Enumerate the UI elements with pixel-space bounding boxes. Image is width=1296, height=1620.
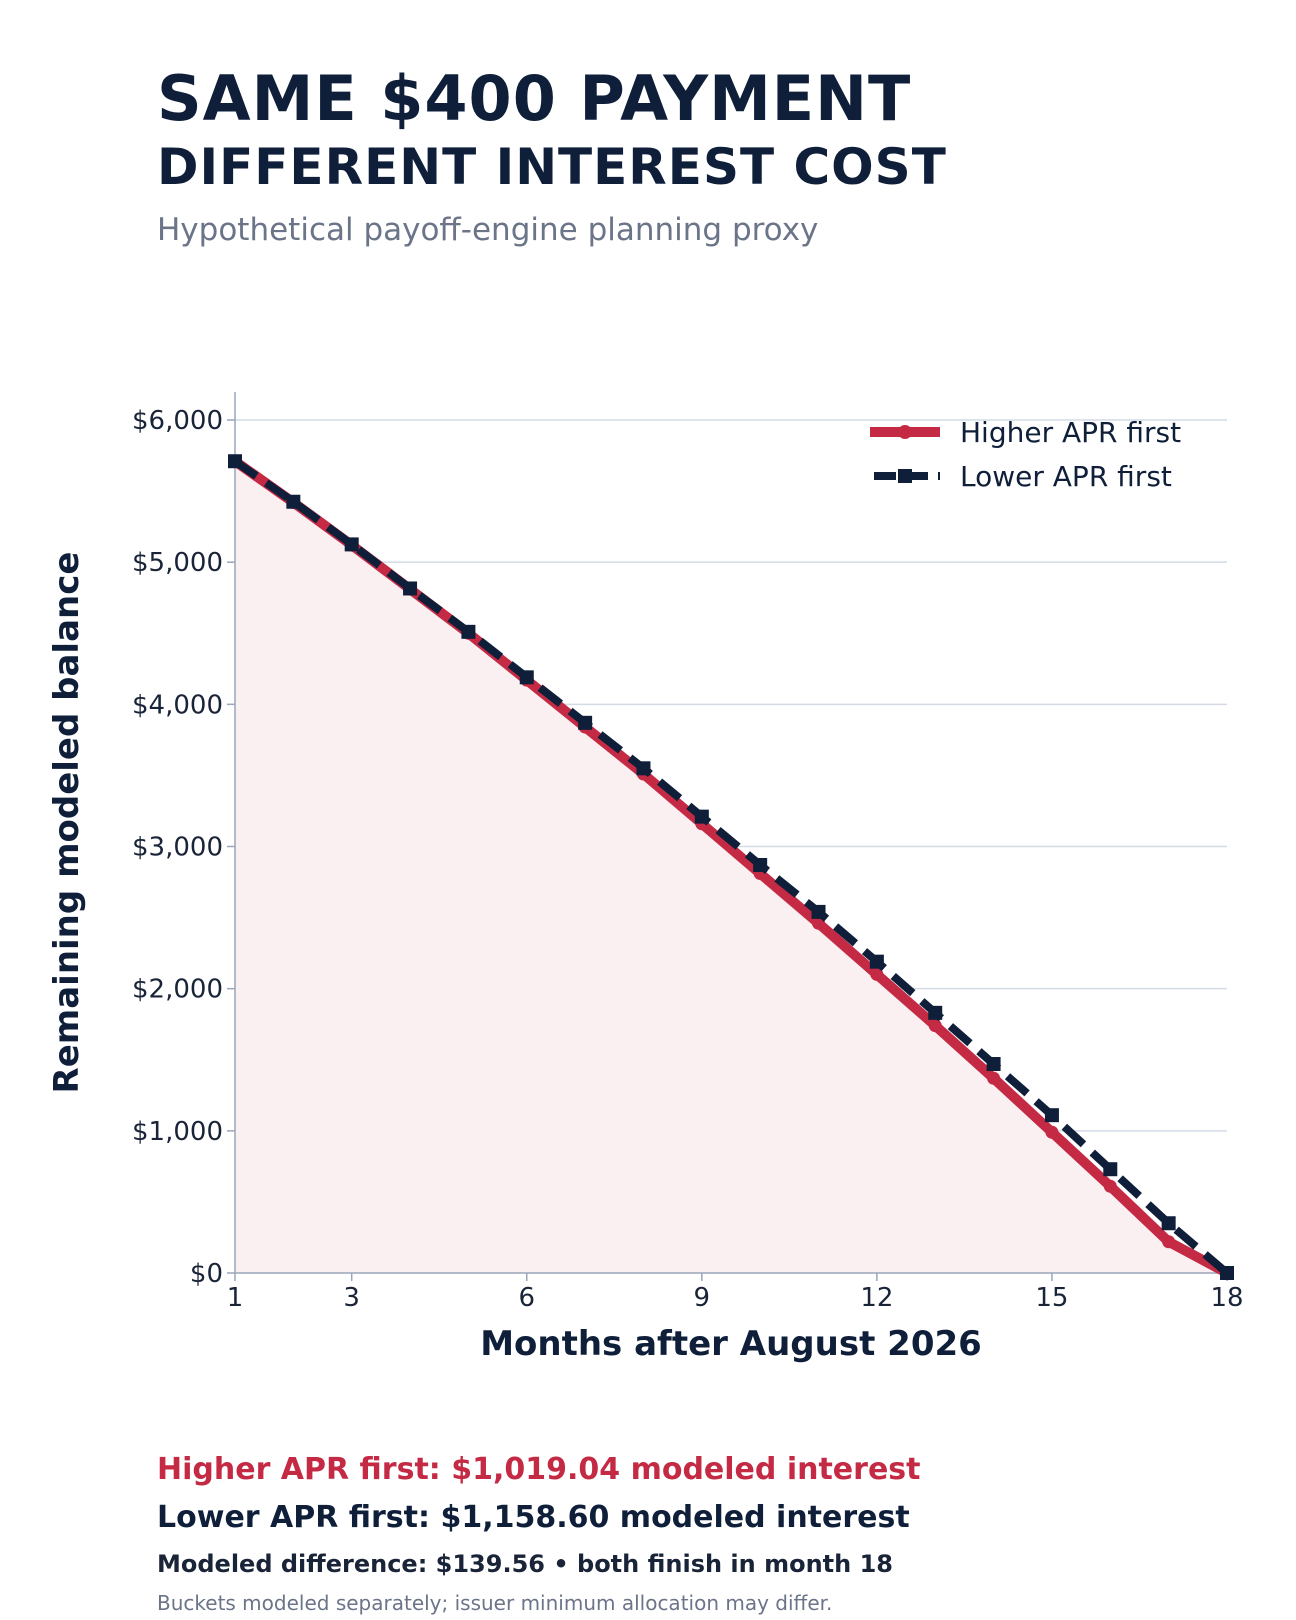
x-tick-label: 15 [1035, 1283, 1068, 1313]
y-tick-label: $1,000 [132, 1117, 223, 1147]
point-higher-apr-first [812, 916, 826, 930]
balance-line-chart: $0 $1,000 $2,000 $3,000 $4,000 $5,000 $6,000 1 3… [47, 392, 1244, 1364]
point-lower-apr-first [578, 715, 593, 730]
point-lower-apr-first [928, 1005, 943, 1020]
point-lower-apr-first [403, 581, 418, 596]
x-axis-label: Months after August 2026 [480, 1324, 982, 1364]
point-lower-apr-first [694, 809, 709, 824]
point-lower-apr-first [1220, 1266, 1234, 1280]
y-tick-label: $0 [190, 1259, 223, 1289]
point-lower-apr-first [344, 537, 359, 552]
chart-title-line2: DIFFERENT INTEREST COST [157, 138, 947, 196]
legend-marker-lower-apr-first [898, 469, 912, 483]
y-tick-label: $2,000 [132, 975, 223, 1005]
point-lower-apr-first [1103, 1162, 1118, 1177]
point-higher-apr-first [1045, 1125, 1059, 1139]
higher-apr-interest-summary: Higher APR first: $1,019.04 modeled inte… [157, 1452, 921, 1487]
x-tick-label: 3 [343, 1283, 360, 1313]
series-line-lower-apr-first [232, 457, 1230, 1277]
legend-label-lower-apr-first: Lower APR first [960, 460, 1172, 493]
point-lower-apr-first [636, 761, 651, 776]
point-lower-apr-first [986, 1057, 1001, 1072]
point-lower-apr-first [1161, 1216, 1176, 1231]
point-higher-apr-first [1103, 1179, 1117, 1193]
legend-marker-higher-apr-first [898, 425, 912, 439]
chart-subtitle: Hypothetical payoff-engine planning prox… [157, 212, 819, 248]
methodology-note: Buckets modeled separately; issuer minim… [157, 1591, 833, 1615]
chart-title-line1: SAME $400 PAYMENT [157, 62, 912, 135]
y-axis-label: Remaining modeled balance [47, 552, 87, 1094]
y-tick-label: $3,000 [132, 833, 223, 863]
point-lower-apr-first [286, 494, 301, 509]
lower-apr-interest-summary: Lower APR first: $1,158.60 modeled inter… [157, 1500, 910, 1535]
point-higher-apr-first [1162, 1235, 1176, 1249]
point-lower-apr-first [869, 954, 884, 969]
y-tick-label: $4,000 [132, 690, 223, 720]
point-lower-apr-first [811, 904, 826, 919]
point-lower-apr-first [228, 454, 242, 469]
x-tick-label: 18 [1210, 1283, 1243, 1313]
point-higher-apr-first [870, 967, 884, 981]
legend-label-higher-apr-first: Higher APR first [960, 416, 1181, 449]
point-higher-apr-first [928, 1019, 942, 1033]
x-tick-label: 1 [227, 1283, 244, 1313]
interest-difference-summary: Modeled difference: $139.56 • both finis… [157, 1550, 893, 1578]
y-tick-label: $6,000 [132, 406, 223, 436]
point-lower-apr-first [461, 624, 476, 639]
point-lower-apr-first [1044, 1108, 1059, 1123]
point-lower-apr-first [753, 857, 768, 872]
x-tick-label: 9 [694, 1283, 711, 1313]
x-tick-label: 12 [860, 1283, 893, 1313]
point-higher-apr-first [987, 1071, 1001, 1085]
x-tick-label: 6 [518, 1283, 535, 1313]
point-lower-apr-first [519, 670, 534, 685]
y-tick-label: $5,000 [132, 548, 223, 578]
